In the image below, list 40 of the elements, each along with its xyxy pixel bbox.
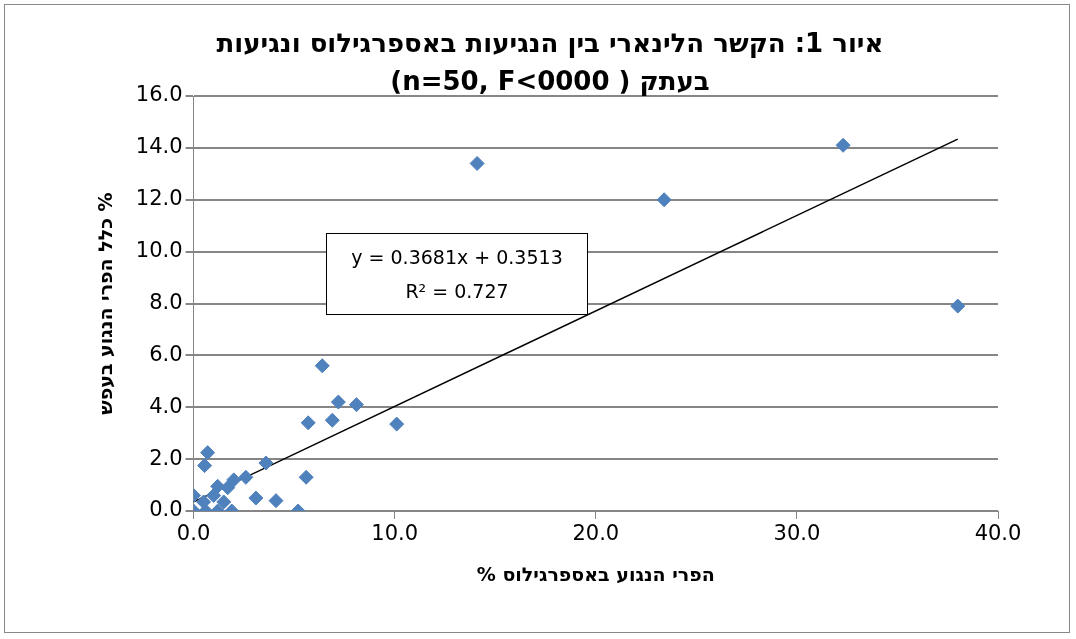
equation-box: y = 0.3681x + 0.3513 R² = 0.727 bbox=[326, 233, 588, 315]
x-tick-label: 0.0 bbox=[176, 521, 211, 546]
y-tick-label: 2.0 bbox=[149, 445, 183, 470]
point bbox=[248, 490, 264, 506]
y-tick-label: 8.0 bbox=[149, 289, 183, 314]
y-tick-label: 12.0 bbox=[135, 186, 183, 211]
point bbox=[835, 137, 851, 153]
x-tick-label: 30.0 bbox=[773, 521, 821, 546]
point bbox=[330, 394, 346, 410]
x-tick-label: 40.0 bbox=[974, 521, 1022, 546]
y-tick-label: 4.0 bbox=[149, 393, 183, 418]
y-tick-label: 16.0 bbox=[135, 82, 183, 107]
chart-title: איור 1: הקשר הלינארי בין הנגיעות באספרגילוס ונגיעות בעתק ( n=50, F<0000) bbox=[215, 27, 885, 98]
point bbox=[348, 397, 364, 413]
point bbox=[258, 455, 274, 471]
point bbox=[389, 416, 405, 432]
point bbox=[314, 358, 330, 374]
x-axis-title: % הפרי הנגוע באספרגילוס bbox=[476, 562, 715, 585]
point bbox=[216, 494, 232, 510]
y-tick-label: 6.0 bbox=[149, 341, 183, 366]
point bbox=[238, 469, 254, 485]
point bbox=[210, 478, 226, 494]
y-tick-label: 10.0 bbox=[135, 238, 183, 263]
x-tick-label: 10.0 bbox=[371, 521, 419, 546]
annotation: R² = 0.727 bbox=[404, 279, 510, 304]
point bbox=[950, 298, 966, 314]
point bbox=[469, 155, 485, 171]
annotation: y = 0.3681x + 0.3513 bbox=[350, 245, 564, 270]
y-axis-title: כלל הפרי הנגוע בעפש % bbox=[94, 192, 117, 415]
point bbox=[200, 445, 216, 461]
point bbox=[268, 493, 284, 509]
point bbox=[197, 458, 213, 474]
point bbox=[300, 415, 316, 431]
x-tick-label: 20.0 bbox=[572, 521, 620, 546]
point bbox=[298, 469, 314, 485]
y-tick-label: 14.0 bbox=[135, 134, 183, 159]
point bbox=[196, 494, 212, 510]
point bbox=[656, 192, 672, 208]
point bbox=[324, 412, 340, 428]
y-tick-label: 0.0 bbox=[149, 497, 183, 522]
